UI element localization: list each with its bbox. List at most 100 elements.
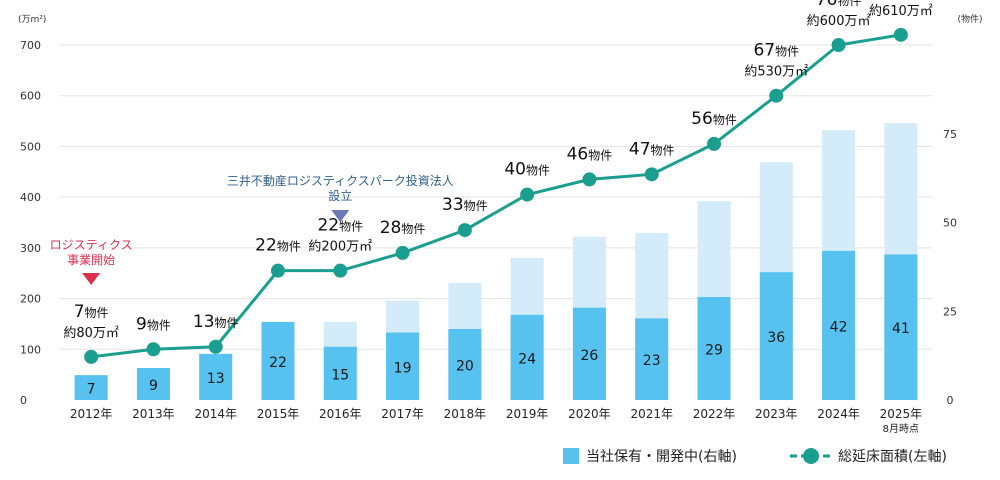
area-label: 約600万㎡ bbox=[807, 14, 871, 29]
bar-value-label: 9 bbox=[149, 378, 158, 394]
bar-own-2016年 bbox=[323, 346, 357, 400]
left-tick-label: 0 bbox=[20, 394, 27, 407]
bar-value-label: 26 bbox=[581, 348, 599, 364]
floor-area-point bbox=[271, 263, 285, 278]
count-label: 7物件 bbox=[74, 302, 109, 322]
count-label: 9物件 bbox=[136, 314, 171, 334]
floor-area-point bbox=[520, 187, 535, 202]
right-tick-label: 75 bbox=[943, 128, 957, 141]
bar-own-2017年 bbox=[386, 332, 420, 400]
bar-value-label: 22 bbox=[269, 355, 287, 371]
bar-value-label: 13 bbox=[207, 371, 225, 387]
left-tick-label: 400 bbox=[20, 191, 41, 204]
count-label: 22物件 bbox=[255, 236, 301, 256]
bar-value-label: 23 bbox=[643, 353, 661, 369]
area-label: 約530万㎡ bbox=[744, 65, 808, 80]
bar-own-2025年 bbox=[884, 254, 918, 400]
bar-value-label: 20 bbox=[456, 359, 474, 375]
bar-own-2022年 bbox=[697, 297, 731, 400]
bar-value-label: 42 bbox=[830, 319, 848, 335]
bar-value-label: 19 bbox=[394, 360, 412, 376]
x-tick-label: 2013年 bbox=[132, 407, 175, 421]
area-label: 約80万㎡ bbox=[63, 326, 119, 341]
legend: 当社保有・開発中(右軸) 総延床面積(左軸) bbox=[563, 448, 947, 465]
x-tick-label: 2017年 bbox=[381, 407, 424, 421]
x-tick-label: 2014年 bbox=[194, 407, 237, 421]
floor-area-point bbox=[146, 342, 161, 357]
left-tick-label: 200 bbox=[20, 293, 41, 306]
floor-area-point bbox=[707, 136, 721, 151]
floor-area-point bbox=[644, 167, 659, 182]
x-tick-label: 2016年 bbox=[319, 407, 362, 421]
left-axis: 0 100 200 300 400 500 600 700 (万m²) bbox=[18, 15, 46, 407]
annotation-label: 三井不動産ロジスティクスパーク投資法人 bbox=[227, 173, 454, 188]
x-tick-label: 2012年 bbox=[70, 407, 113, 421]
left-tick-label: 100 bbox=[20, 343, 41, 356]
annotation-label: ロジスティクス bbox=[50, 238, 133, 252]
count-label: 67物件 bbox=[753, 41, 799, 61]
right-axis: 0 25 50 75 (物件) bbox=[943, 13, 983, 407]
count-label: 76物件 bbox=[816, 0, 862, 10]
x-tick-label: 2022年 bbox=[693, 407, 736, 421]
area-label: 約200万㎡ bbox=[308, 240, 372, 255]
floor-area-point bbox=[831, 38, 846, 52]
left-tick-label: 500 bbox=[20, 140, 41, 153]
left-tick-label: 700 bbox=[20, 39, 41, 52]
x-tick-label: 2024年 bbox=[817, 407, 860, 421]
floor-area-line bbox=[84, 27, 908, 364]
legend-swatch-marker bbox=[803, 448, 819, 464]
count-label: 28物件 bbox=[380, 218, 426, 238]
bar-own-2024年 bbox=[822, 250, 856, 400]
annotation-label: 設立 bbox=[328, 188, 352, 203]
right-tick-label: 50 bbox=[943, 217, 957, 230]
legend-label-bar: 当社保有・開発中(右軸) bbox=[586, 449, 737, 465]
bar-value-labels: 7 9 13 22 15 19 20 24 26 23 29 36 42 41 bbox=[87, 319, 910, 397]
floor-area-point bbox=[893, 27, 908, 42]
count-label: 13物件 bbox=[193, 312, 239, 332]
floor-area-path bbox=[90, 33, 902, 359]
bar-own-2019年 bbox=[510, 314, 544, 400]
bar-own-2023年 bbox=[759, 272, 793, 400]
x-tick-label: 2023年 bbox=[755, 407, 798, 421]
bar-own-2013年 bbox=[136, 368, 170, 400]
x-tick-sublabel: 8月時点 bbox=[883, 423, 919, 435]
floor-area-point bbox=[84, 349, 99, 364]
floor-area-point bbox=[333, 263, 348, 278]
count-label: 47物件 bbox=[629, 139, 675, 159]
legend-label-line: 総延床面積(左軸) bbox=[838, 449, 947, 465]
right-tick-label: 25 bbox=[943, 305, 957, 318]
bars-own-segment bbox=[74, 250, 918, 400]
bar-value-label: 15 bbox=[331, 367, 349, 383]
floor-area-point bbox=[208, 339, 223, 354]
x-tick-label: 2019年 bbox=[506, 407, 549, 421]
bar-value-label: 41 bbox=[892, 321, 910, 337]
x-tick-label: 2015年 bbox=[257, 407, 300, 421]
left-axis-unit: (万m²) bbox=[18, 15, 46, 25]
bar-own-2012年 bbox=[74, 375, 108, 400]
bar-value-label: 29 bbox=[705, 343, 723, 359]
right-tick-label: 0 bbox=[947, 394, 954, 407]
floor-area-point bbox=[395, 245, 410, 260]
annotation-marker bbox=[82, 273, 101, 285]
x-tick-label: 2025年 bbox=[880, 407, 923, 421]
x-axis: 2012年 2013年 2014年 2015年 2016年 2017年 2018年 2019年… bbox=[70, 407, 922, 435]
annotation-marker bbox=[331, 210, 350, 222]
count-label: 22物件 bbox=[317, 216, 363, 236]
left-tick-label: 600 bbox=[20, 90, 41, 103]
bar-value-label: 24 bbox=[518, 351, 536, 367]
bar-own-2015年 bbox=[261, 321, 295, 400]
count-label: 40物件 bbox=[504, 160, 550, 180]
count-label: 46物件 bbox=[567, 144, 613, 164]
area-label: 約610万㎡ bbox=[869, 4, 933, 19]
x-tick-label: 2018年 bbox=[444, 407, 487, 421]
bar-own-2020年 bbox=[572, 307, 606, 400]
floor-area-point bbox=[457, 223, 472, 238]
annotation-label: 事業開始 bbox=[67, 253, 115, 267]
legend-swatch-bar bbox=[563, 448, 579, 464]
bar-own-2018年 bbox=[448, 329, 482, 400]
left-tick-label: 300 bbox=[20, 242, 41, 255]
bar-own-2021年 bbox=[635, 318, 669, 400]
